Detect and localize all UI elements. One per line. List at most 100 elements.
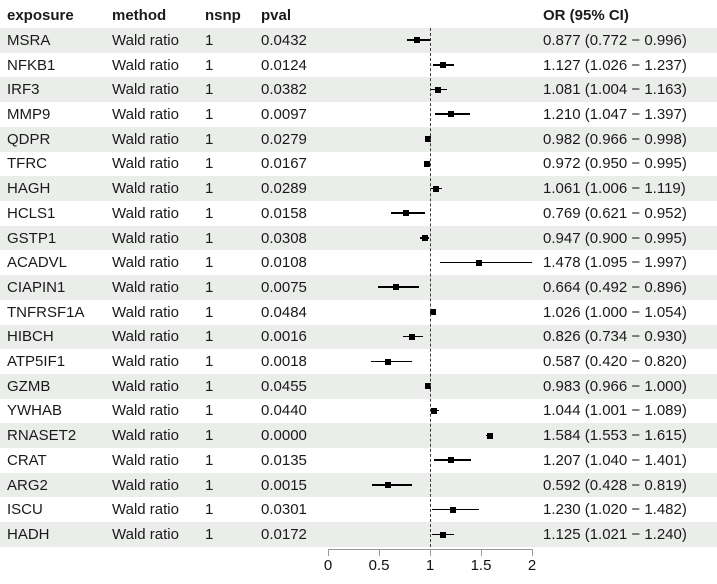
exposure-cell: HADH (7, 526, 50, 544)
pval-cell: 0.0440 (261, 402, 307, 420)
method-cell: Wald ratio (112, 451, 179, 469)
or-point-marker (448, 457, 455, 464)
nsnp-cell: 1 (205, 31, 214, 49)
or-point-marker (429, 309, 436, 316)
x-axis-tick (328, 549, 329, 556)
pval-cell: 0.0289 (261, 180, 307, 198)
pval-cell: 0.0018 (261, 353, 307, 371)
or-point-marker (384, 358, 391, 365)
exposure-cell: HAGH (7, 180, 51, 198)
exposure-cell: CIAPIN1 (7, 278, 66, 296)
x-axis-tick (379, 549, 380, 556)
pval-cell: 0.0484 (261, 303, 307, 321)
or-point-marker (425, 136, 432, 143)
table-row: HCLS1 Wald ratio 1 0.0158 0.769 (0.621 −… (0, 201, 717, 226)
nsnp-cell: 1 (205, 427, 214, 445)
nsnp-cell: 1 (205, 526, 214, 544)
or-point-marker (448, 111, 455, 118)
pval-cell: 0.0000 (261, 427, 307, 445)
or-point-marker (475, 259, 482, 266)
nsnp-cell: 1 (205, 476, 214, 494)
exposure-cell: IRF3 (7, 81, 40, 99)
method-cell: Wald ratio (112, 526, 179, 544)
method-cell: Wald ratio (112, 402, 179, 420)
pval-cell: 0.0075 (261, 278, 307, 296)
method-cell: Wald ratio (112, 155, 179, 173)
table-row: YWHAB Wald ratio 1 0.0440 1.044 (1.001 −… (0, 399, 717, 424)
pval-cell: 0.0455 (261, 377, 307, 395)
table-row: CIAPIN1 Wald ratio 1 0.0075 0.664 (0.492… (0, 275, 717, 300)
nsnp-cell: 1 (205, 377, 214, 395)
or-point-marker (450, 506, 457, 513)
confidence-interval-line (439, 261, 532, 264)
or-point-marker (439, 531, 446, 538)
or-ci-cell: 0.982 (0.966 − 0.998) (543, 130, 687, 148)
pval-cell: 0.0279 (261, 130, 307, 148)
exposure-cell: HIBCH (7, 328, 54, 346)
table-row: TNFRSF1A Wald ratio 1 0.0484 1.026 (1.00… (0, 300, 717, 325)
exposure-cell: ATP5IF1 (7, 353, 66, 371)
method-cell: Wald ratio (112, 31, 179, 49)
table-row: GZMB Wald ratio 1 0.0455 0.983 (0.966 − … (0, 373, 717, 399)
table-row: QDPR Wald ratio 1 0.0279 0.982 (0.966 − … (0, 126, 717, 152)
method-cell: Wald ratio (112, 229, 179, 247)
pval-cell: 0.0308 (261, 229, 307, 247)
method-cell: Wald ratio (112, 303, 179, 321)
method-cell: Wald ratio (112, 377, 179, 395)
column-header-pval: pval (261, 7, 292, 24)
exposure-cell: GSTP1 (7, 229, 57, 247)
or-point-marker (414, 37, 421, 44)
or-ci-cell: 0.877 (0.772 − 0.996) (543, 31, 687, 49)
x-axis-tick-label: 1.5 (470, 557, 492, 574)
or-ci-cell: 0.983 (0.966 − 1.000) (543, 377, 687, 395)
or-point-marker (439, 62, 446, 69)
x-axis-tick-label: 0.5 (368, 557, 390, 574)
x-axis-tick (481, 549, 482, 556)
nsnp-cell: 1 (205, 81, 214, 99)
or-ci-cell: 0.587 (0.420 − 0.820) (543, 353, 687, 371)
exposure-cell: TNFRSF1A (7, 303, 85, 321)
or-ci-cell: 1.026 (1.000 − 1.054) (543, 303, 687, 321)
pval-cell: 0.0172 (261, 526, 307, 544)
or-ci-cell: 1.081 (1.004 − 1.163) (543, 81, 687, 99)
table-row: MSRA Wald ratio 1 0.0432 0.877 (0.772 − … (0, 28, 717, 53)
table-row: IRF3 Wald ratio 1 0.0382 1.081 (1.004 − … (0, 77, 717, 103)
method-cell: Wald ratio (112, 501, 179, 519)
table-row: ACADVL Wald ratio 1 0.0108 1.478 (1.095 … (0, 250, 717, 275)
or-point-marker (486, 432, 493, 439)
exposure-cell: MMP9 (7, 105, 51, 123)
pval-cell: 0.0158 (261, 204, 307, 222)
table-row: TFRC Wald ratio 1 0.0167 0.972 (0.950 − … (0, 152, 717, 177)
pval-cell: 0.0016 (261, 328, 307, 346)
table-row: ARG2 Wald ratio 1 0.0015 0.592 (0.428 − … (0, 472, 717, 498)
pval-cell: 0.0124 (261, 56, 307, 74)
or-ci-cell: 1.584 (1.553 − 1.615) (543, 427, 687, 445)
or-ci-cell: 0.826 (0.734 − 0.930) (543, 328, 687, 346)
nsnp-cell: 1 (205, 105, 214, 123)
method-cell: Wald ratio (112, 353, 179, 371)
nsnp-cell: 1 (205, 402, 214, 420)
method-cell: Wald ratio (112, 105, 179, 123)
table-row: HAGH Wald ratio 1 0.0289 1.061 (1.006 − … (0, 176, 717, 201)
or-ci-cell: 1.210 (1.047 − 1.397) (543, 105, 687, 123)
x-axis-tick-label: 1 (425, 557, 435, 574)
or-ci-cell: 0.769 (0.621 − 0.952) (543, 204, 687, 222)
table-row: ATP5IF1 Wald ratio 1 0.0018 0.587 (0.420… (0, 349, 717, 374)
exposure-cell: GZMB (7, 377, 51, 395)
method-cell: Wald ratio (112, 254, 179, 272)
or-ci-cell: 0.592 (0.428 − 0.819) (543, 476, 687, 494)
or-ci-cell: 1.044 (1.001 − 1.089) (543, 402, 687, 420)
pval-cell: 0.0108 (261, 254, 307, 272)
pval-cell: 0.0382 (261, 81, 307, 99)
column-header-exposure: exposure (7, 7, 74, 24)
method-cell: Wald ratio (112, 56, 179, 74)
exposure-cell: YWHAB (7, 402, 63, 420)
exposure-cell: TFRC (7, 155, 47, 173)
pval-cell: 0.0432 (261, 31, 307, 49)
or-point-marker (425, 383, 432, 390)
exposure-cell: RNASET2 (7, 427, 77, 445)
pval-cell: 0.0015 (261, 476, 307, 494)
x-axis-tick-label: 2 (527, 557, 537, 574)
or-point-marker (403, 210, 410, 217)
method-cell: Wald ratio (112, 81, 179, 99)
